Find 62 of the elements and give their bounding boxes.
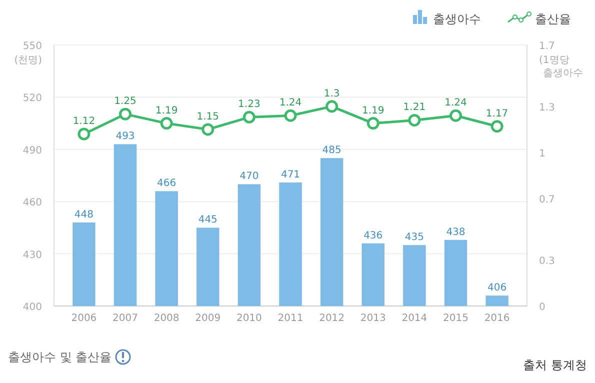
x-tick-label: 2008 xyxy=(154,313,180,324)
data-label: 471 xyxy=(280,169,300,180)
source-note: 출처 통계청 xyxy=(523,358,587,372)
text: 출생아수 및 출산율 xyxy=(8,350,112,364)
point xyxy=(408,114,421,126)
legend-label: 출생아수 xyxy=(433,12,481,26)
data-label: 1.19 xyxy=(155,105,178,116)
y2-tick-label: 0.7 xyxy=(539,194,555,206)
y-tick-label: 430 xyxy=(22,250,42,261)
y2-tick-label: 1.3 xyxy=(539,102,555,114)
x-tick-label: 2009 xyxy=(195,313,221,324)
data-label: 493 xyxy=(116,131,135,142)
data-label: 445 xyxy=(198,214,218,226)
data-label: 485 xyxy=(322,145,342,156)
x-tick-label: 2010 xyxy=(236,313,262,324)
data-label: 438 xyxy=(446,226,466,238)
data-label: 1.17 xyxy=(486,108,508,120)
legend-label: 출산율 xyxy=(535,12,571,26)
point xyxy=(284,109,297,122)
y-tick-label: 400 xyxy=(22,302,42,313)
data-label: 470 xyxy=(240,171,259,182)
data-label: 406 xyxy=(488,282,507,294)
point xyxy=(449,109,462,122)
data-label: 436 xyxy=(364,230,383,242)
x-tick-label: 2011 xyxy=(278,313,304,324)
data-label: 1.19 xyxy=(362,105,384,116)
y-tick-label: 490 xyxy=(22,145,42,156)
data-label: 1.3 xyxy=(324,88,340,100)
data-label: 466 xyxy=(157,178,176,190)
x-tick-label: 2015 xyxy=(443,313,468,324)
point xyxy=(119,108,132,120)
y2-axis-title: (1명당 출생아수 xyxy=(539,55,583,79)
y2-tick-label: 1.7 xyxy=(539,41,555,52)
point xyxy=(242,110,256,124)
x-tick-label: 2013 xyxy=(360,313,386,324)
y2-tick-label: 0 xyxy=(539,302,546,313)
data-label: 1.24 xyxy=(279,98,302,109)
x-tick-label: 2014 xyxy=(402,313,428,324)
y2-tick-label: 1 xyxy=(539,148,546,160)
x-tick-label: 2007 xyxy=(112,313,138,324)
point xyxy=(326,100,338,113)
data-label: 1.24 xyxy=(444,98,467,109)
x-tick-label: 2016 xyxy=(484,313,510,324)
data-label: 1.21 xyxy=(403,102,426,114)
y-axis-title: (천명) xyxy=(14,55,42,66)
point xyxy=(202,123,214,136)
y-tick-label: 550 xyxy=(22,41,42,52)
data-label: 1.12 xyxy=(72,116,96,128)
point xyxy=(160,117,173,130)
y-tick-label: 460 xyxy=(22,198,42,209)
point xyxy=(78,128,90,140)
data-label: 1.15 xyxy=(196,111,220,122)
x-tick-label: 2006 xyxy=(71,313,97,324)
point xyxy=(490,120,504,133)
data-label: 1.23 xyxy=(238,99,260,110)
point xyxy=(366,117,380,130)
y-tick-label: 520 xyxy=(22,93,42,104)
y2-tick-label: 0.3 xyxy=(539,256,555,267)
data-label: 1.25 xyxy=(114,96,136,108)
x-tick-label: 2012 xyxy=(319,313,345,324)
data-label: 435 xyxy=(404,232,424,244)
data-label: 448 xyxy=(74,209,94,220)
